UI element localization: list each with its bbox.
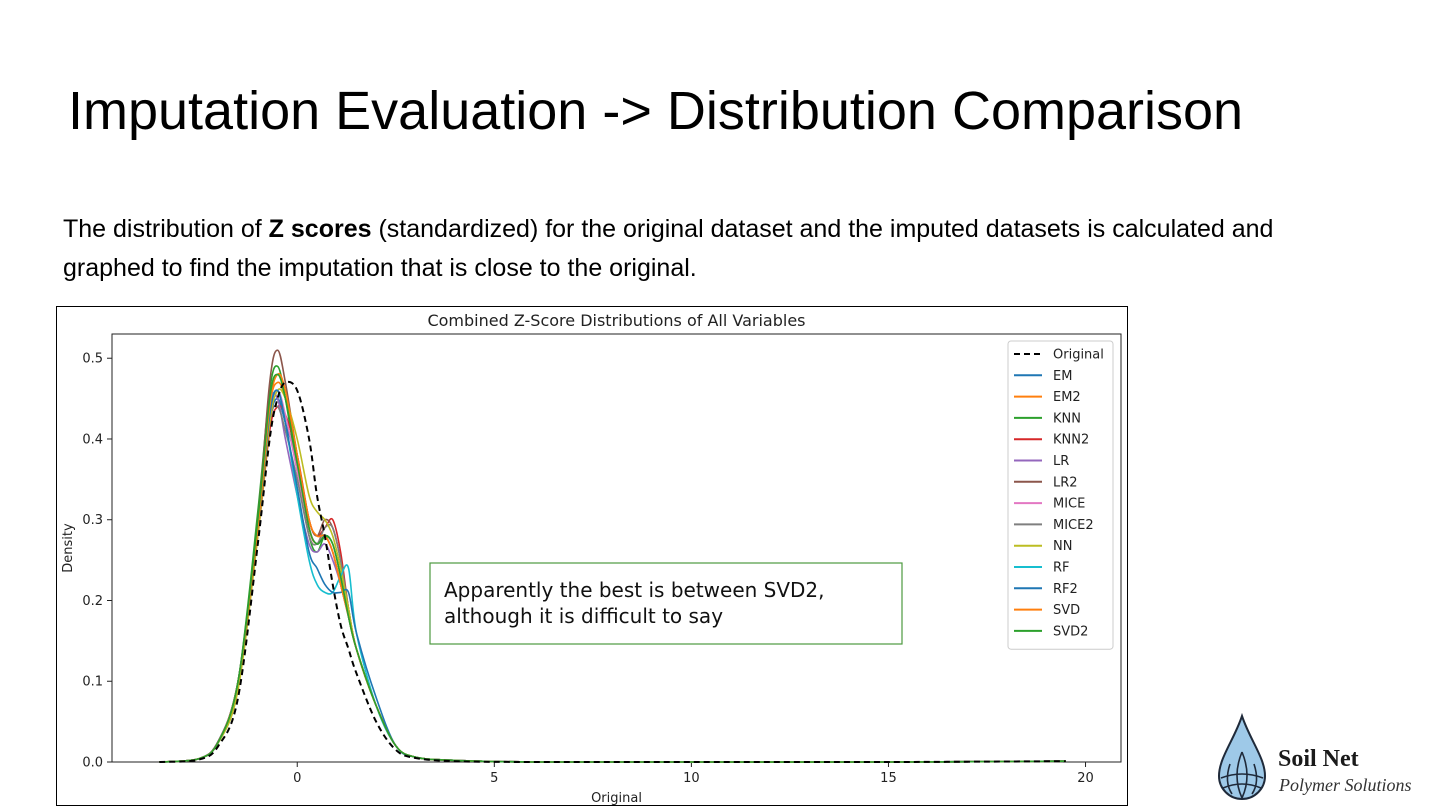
legend-label-em: EM [1053,369,1072,384]
x-tick-label: 0 [293,771,301,786]
y-tick-label: 0.3 [82,513,103,528]
legend-label-knn2: KNN2 [1053,433,1089,448]
y-tick-label: 0.0 [82,756,103,771]
legend-label-original: Original [1053,348,1104,363]
logo-name: Soil Net [1278,746,1359,772]
body-text-bold: Z scores [268,215,372,243]
legend-label-svd: SVD [1053,603,1080,618]
chart-figure: Combined Z-Score Distributions of All Va… [56,306,1128,806]
legend-label-em2: EM2 [1053,390,1081,405]
legend-label-mice: MICE [1053,497,1085,512]
x-tick-label: 5 [490,771,498,786]
series-line-lr2 [159,349,1066,763]
logo-subtitle: Polymer Solutions [1279,775,1412,795]
legend-label-lr2: LR2 [1053,475,1078,490]
legend-label-mice2: MICE2 [1053,518,1094,533]
water-drop-globe-icon [1217,712,1267,800]
x-tick-label: 20 [1077,771,1094,786]
y-tick-label: 0.2 [82,594,103,609]
y-tick-label: 0.1 [82,675,103,690]
y-axis-label: Density [61,523,76,573]
y-tick-label: 0.4 [82,432,103,447]
legend-label-rf2: RF2 [1053,582,1078,597]
annotation-text-line: Apparently the best is between SVD2, [444,578,825,602]
y-tick-label: 0.5 [82,352,103,367]
slide-title: Imputation Evaluation -> Distribution Co… [68,81,1244,141]
legend-label-lr: LR [1053,454,1069,469]
legend-label-svd2: SVD2 [1053,624,1088,639]
annotation-box [429,562,903,645]
company-logo: Soil Net Polymer Solutions [1212,712,1437,807]
legend-label-nn: NN [1053,539,1072,554]
plot-area-frame [111,333,1122,763]
chart-title: Combined Z-Score Distributions of All Va… [427,311,805,330]
chart-svg: Combined Z-Score Distributions of All Va… [61,311,1122,806]
x-tick-label: 10 [683,771,700,786]
slide-body: The distribution of Z scores (standardiz… [63,210,1363,288]
body-text-prefix: The distribution of [63,215,269,243]
annotation-text-line: although it is difficult to say [444,604,723,628]
series-line-original [159,380,1066,764]
legend-label-rf: RF [1053,561,1070,576]
body-text-suffix: (standardized) for the original dataset … [63,215,1274,282]
legend-label-knn: KNN [1053,411,1081,426]
x-tick-label: 15 [880,771,897,786]
x-axis-label: Original [591,791,642,806]
